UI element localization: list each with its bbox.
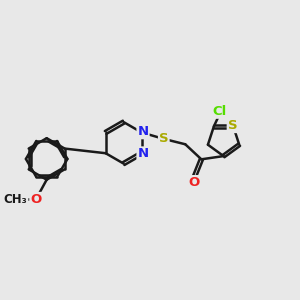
Text: CH₃: CH₃ xyxy=(4,193,27,206)
Text: N: N xyxy=(137,147,148,161)
Text: S: S xyxy=(159,132,169,146)
Text: N: N xyxy=(137,125,148,138)
Text: S: S xyxy=(228,119,237,132)
Text: Cl: Cl xyxy=(213,105,227,118)
Text: O: O xyxy=(188,176,199,189)
Text: O: O xyxy=(30,193,42,206)
